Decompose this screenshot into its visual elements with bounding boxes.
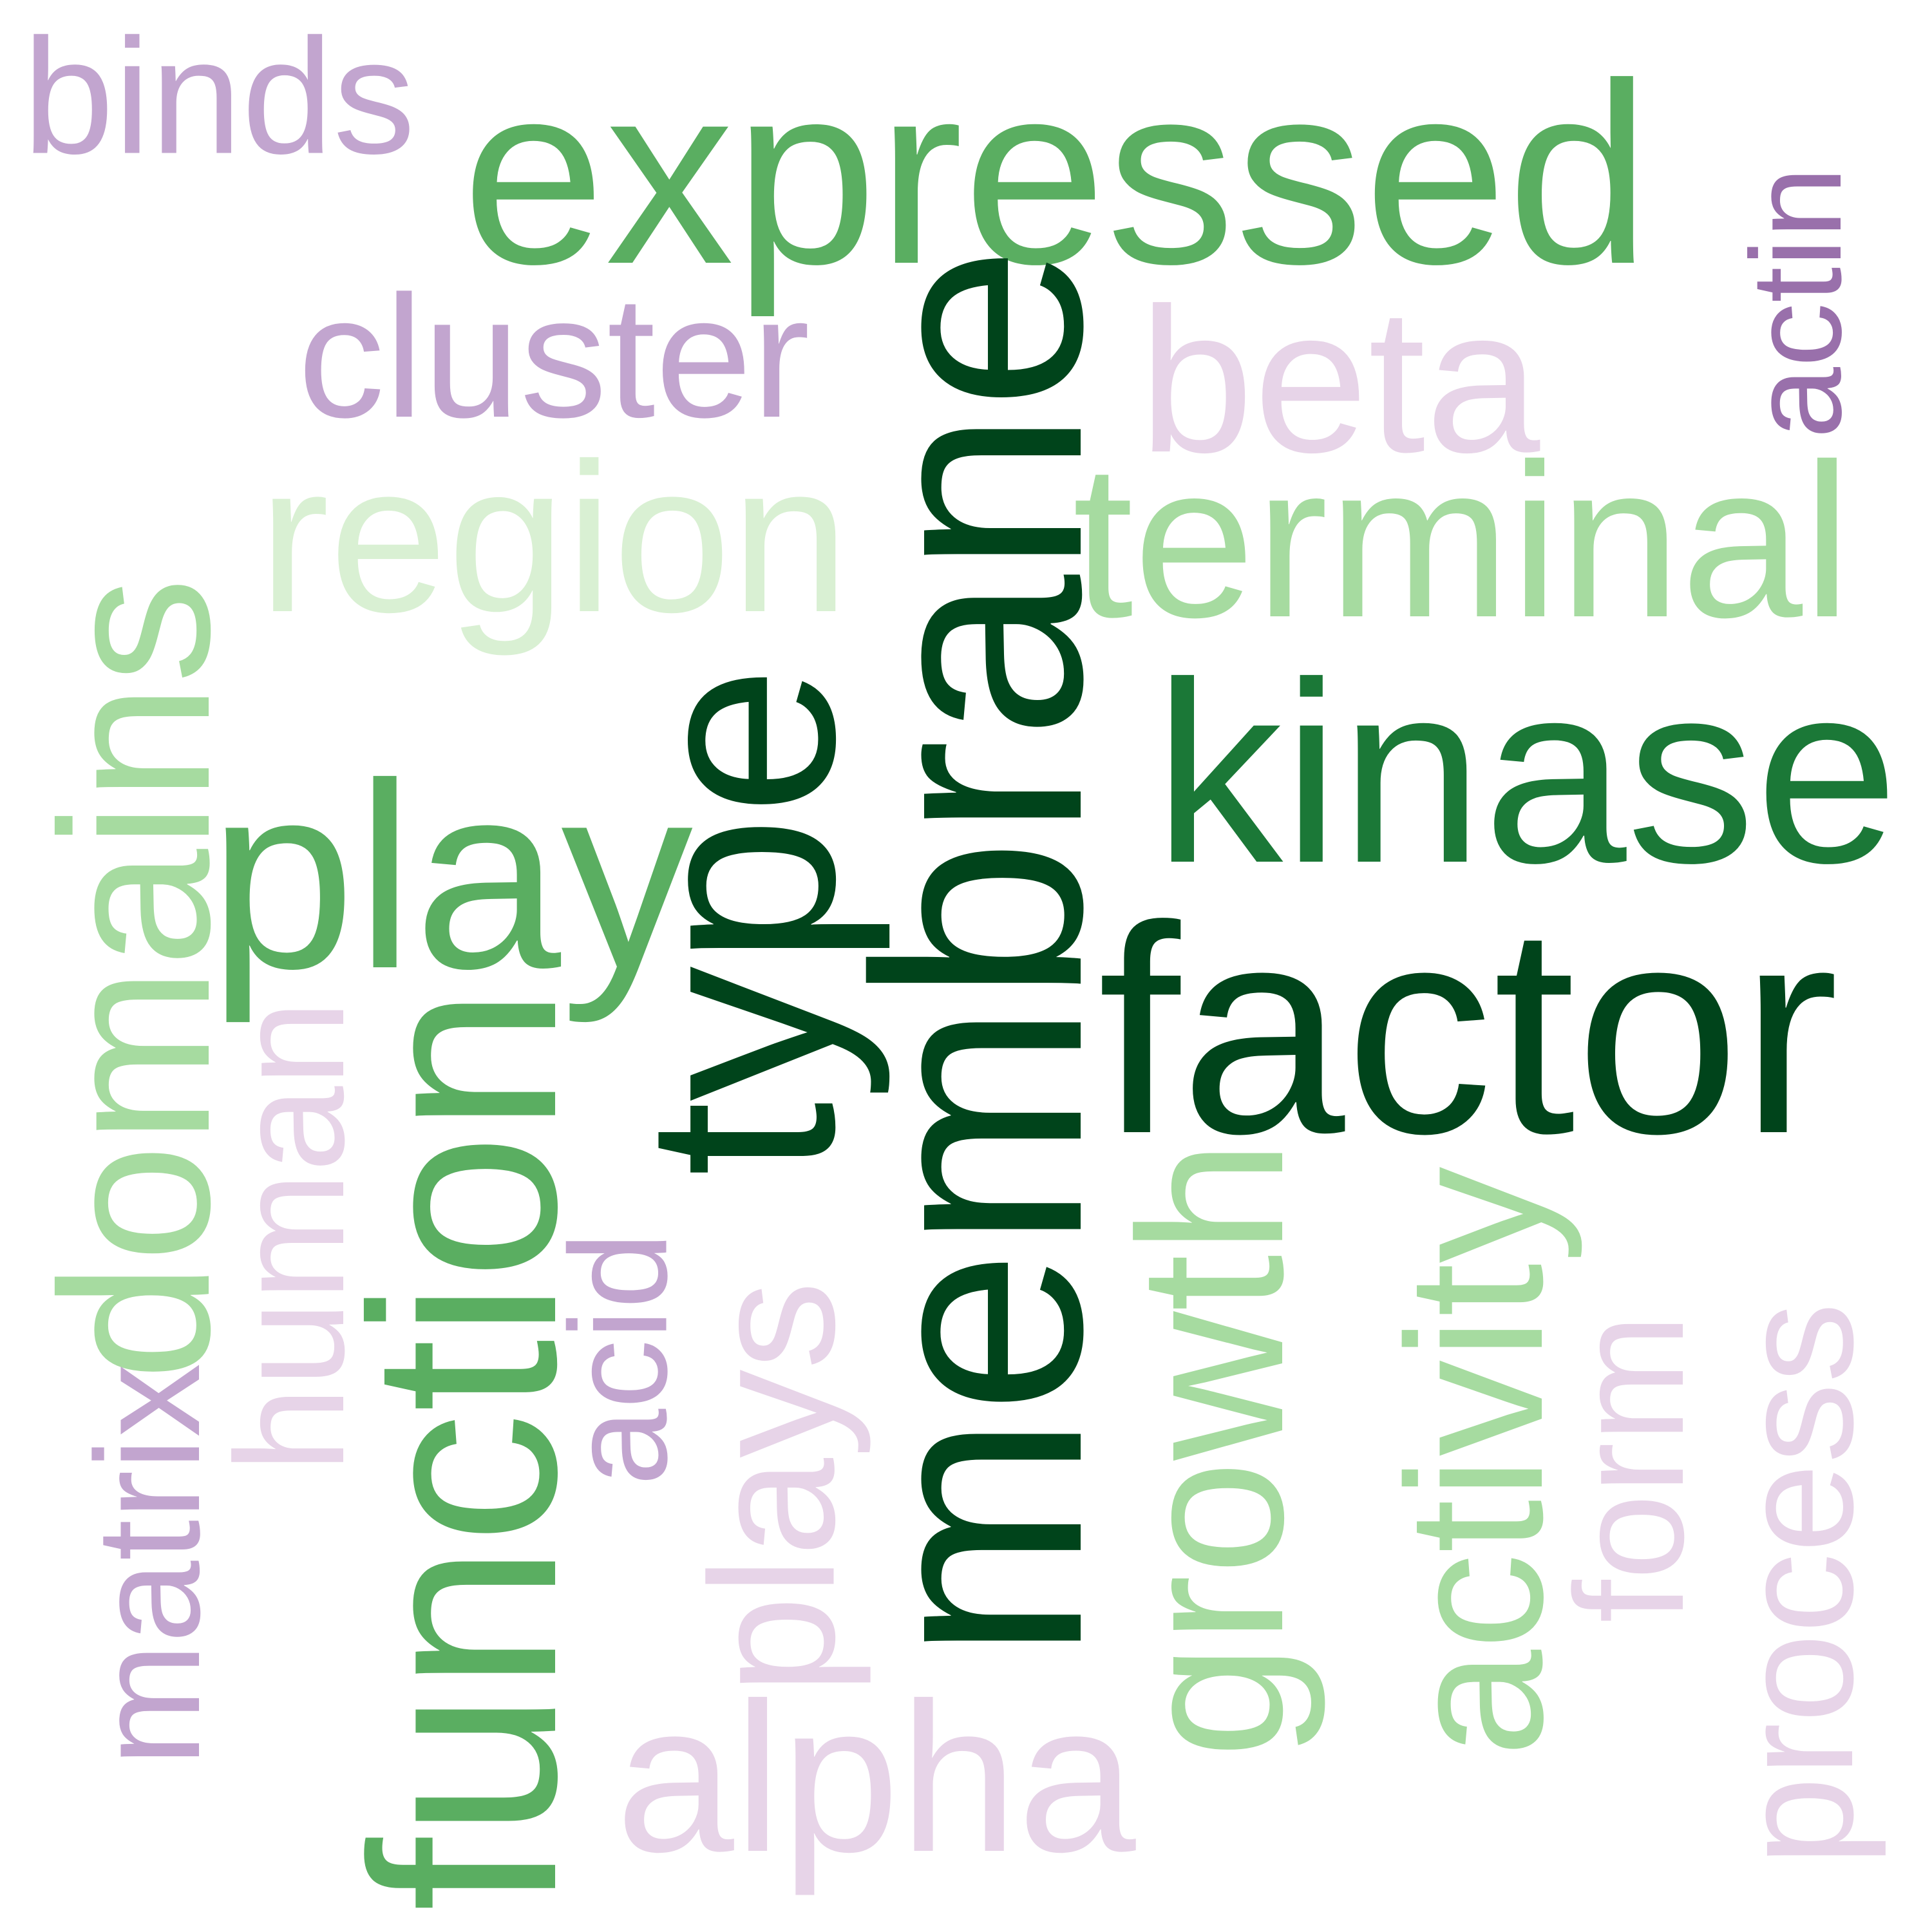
- word-region: region: [258, 419, 849, 656]
- word-expressed: expressed: [462, 30, 1651, 317]
- word-process: process: [1707, 1302, 1886, 1866]
- word-growth: growth: [1095, 1139, 1326, 1759]
- word-factor: factor: [1097, 865, 1839, 1195]
- word-kinase: kinase: [1153, 629, 1899, 916]
- word-alpha: alpha: [616, 1658, 1136, 1896]
- word-cluster: cluster: [298, 260, 810, 454]
- word-beta: beta: [1139, 265, 1540, 495]
- word-actin: actin: [1725, 166, 1868, 439]
- word-play: play: [208, 728, 694, 1023]
- word-plays: plays: [674, 1281, 872, 1694]
- word-human: human: [204, 1000, 376, 1473]
- word-acid: acid: [540, 1231, 696, 1486]
- word-binds: binds: [23, 5, 415, 189]
- word-terminal: terminal: [1072, 419, 1852, 663]
- word-type: type: [589, 665, 891, 1177]
- word-matrix: matrix: [65, 1363, 231, 1767]
- word-activity: activity: [1367, 1166, 1583, 1757]
- word-form: form: [1543, 1314, 1716, 1623]
